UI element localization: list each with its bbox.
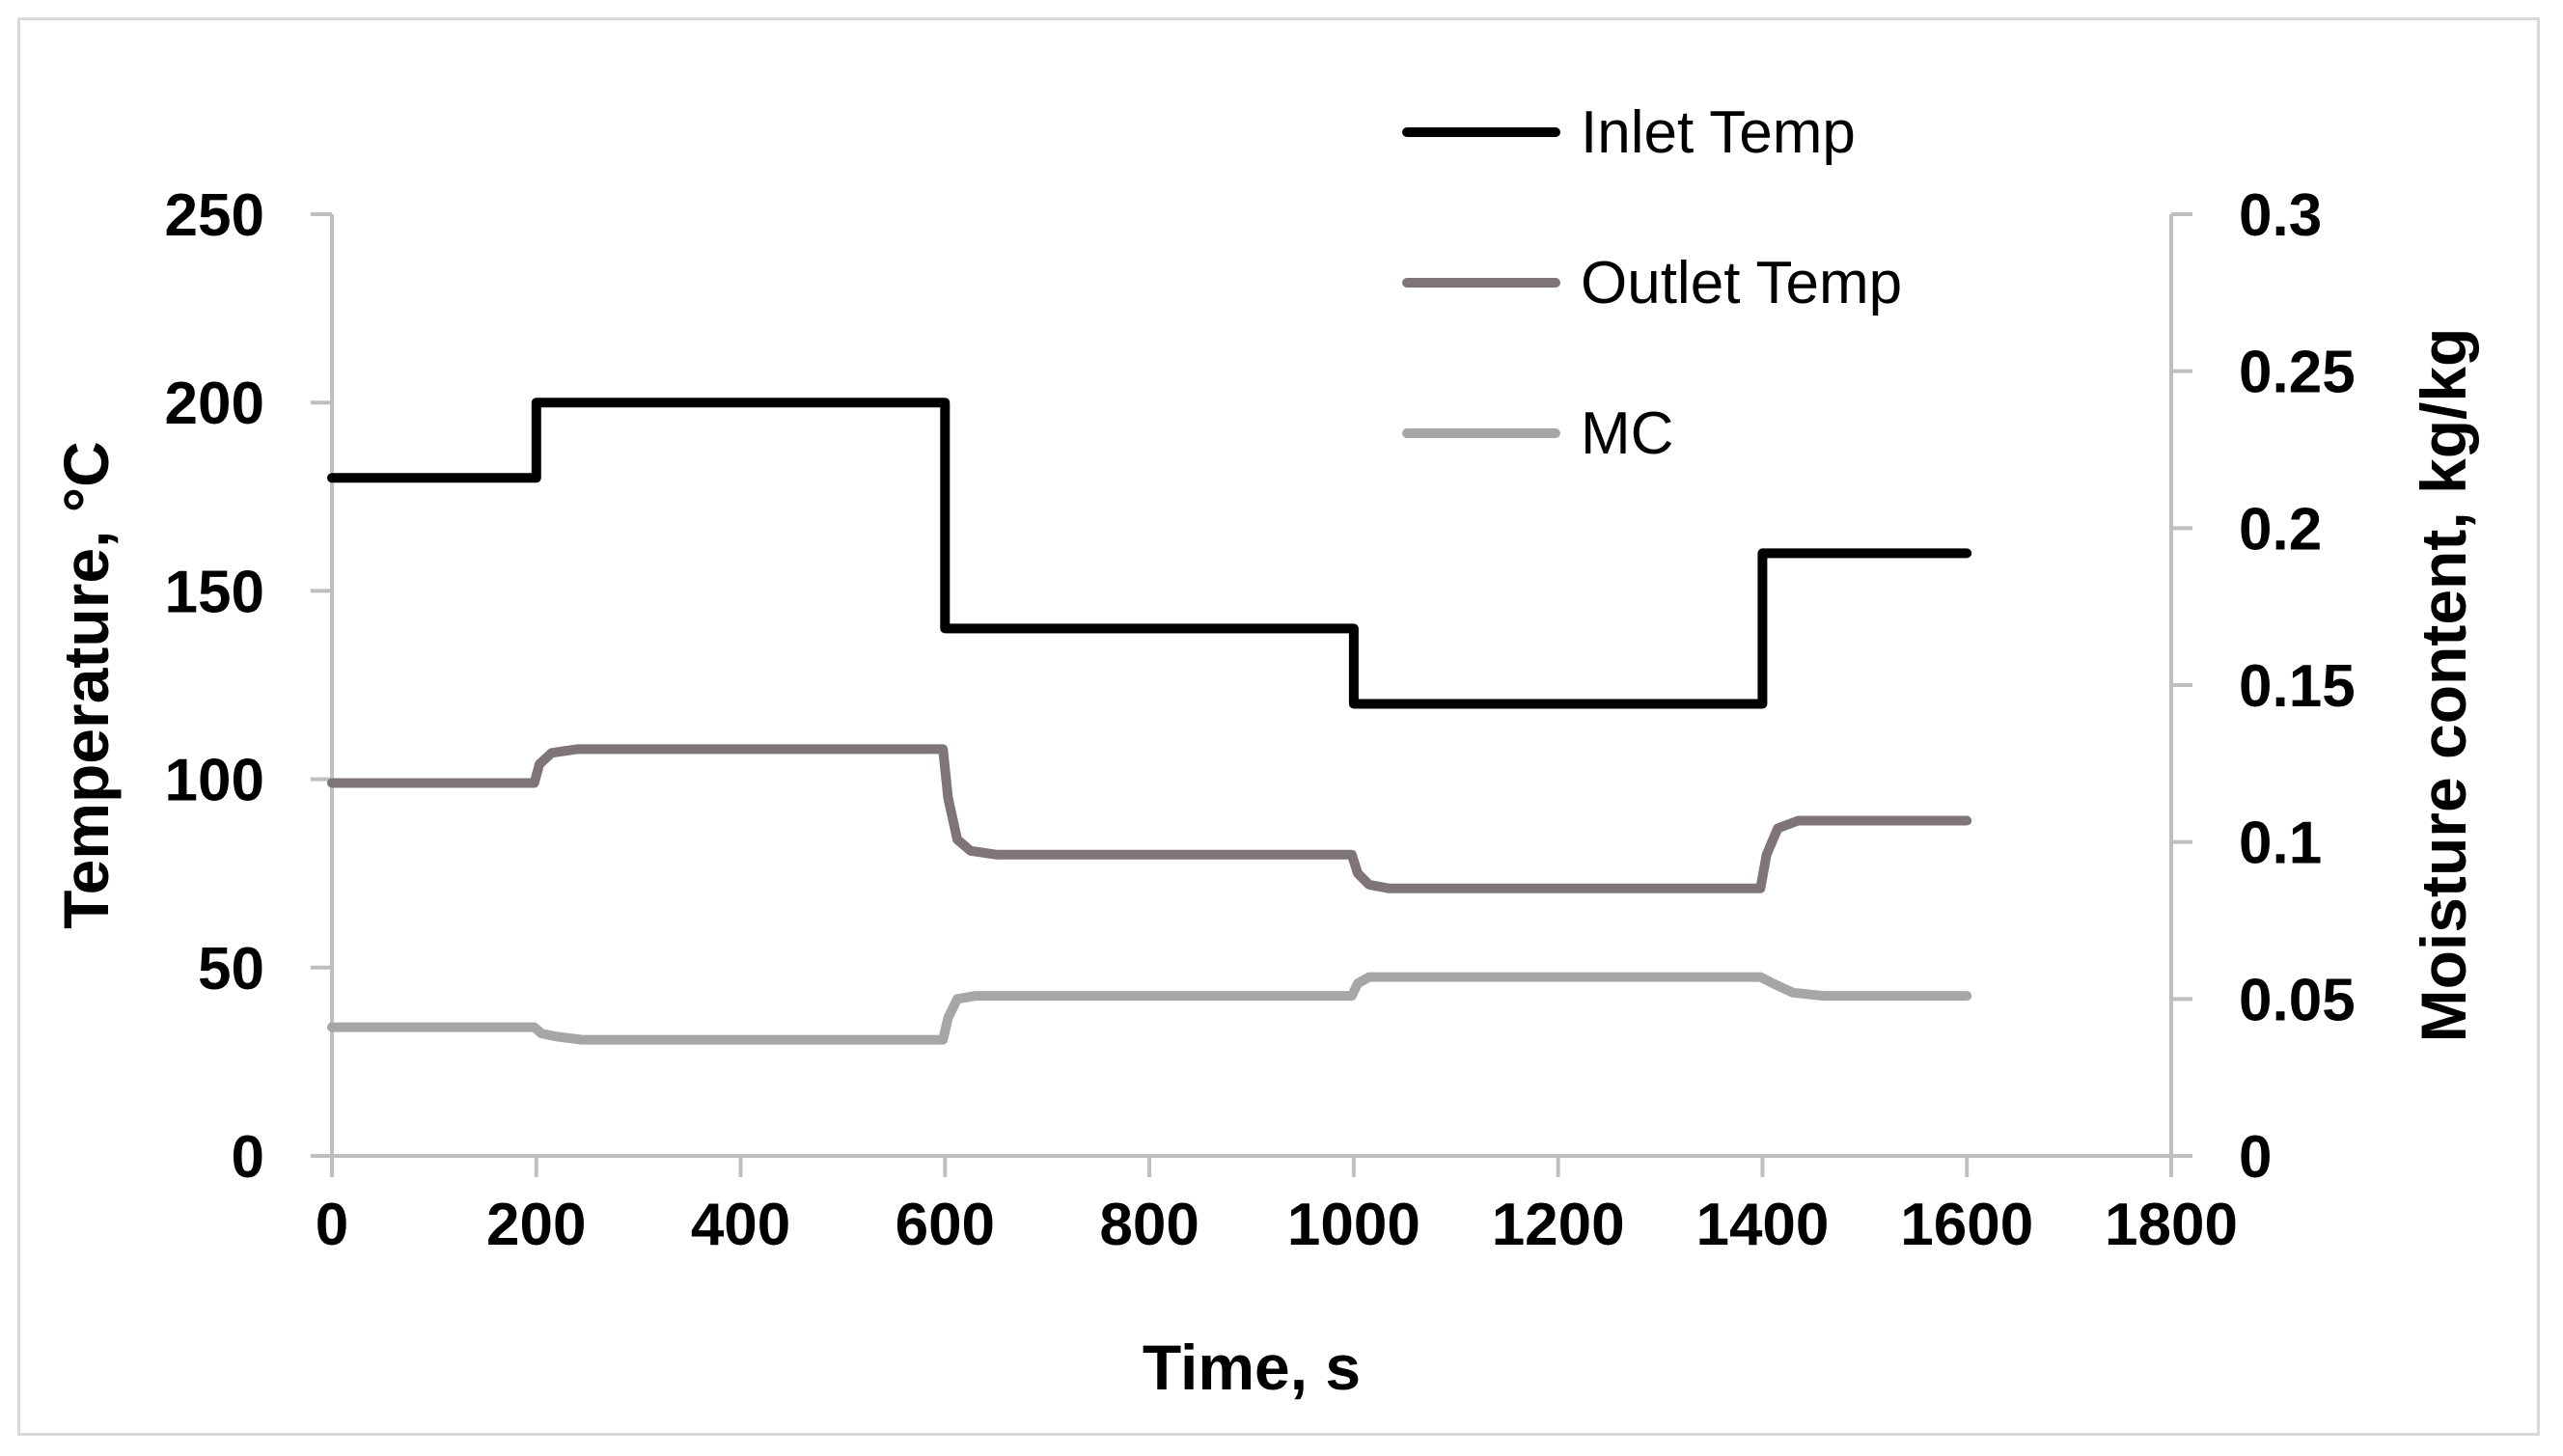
chart-frame (17, 17, 2540, 1436)
x-axis-title: Time, s (1143, 1332, 1361, 1403)
y2-tick-label: 0.15 (2239, 653, 2356, 720)
y2-tick-label: 0.2 (2239, 496, 2322, 563)
series-line-outlet-temp (327, 744, 1972, 893)
x-tick-label: 200 (486, 1192, 586, 1258)
y2-tick-label: 0 (2239, 1124, 2272, 1191)
legend-label-mc: MC (1581, 400, 1673, 467)
x-tick-label: 1400 (1695, 1192, 1829, 1258)
y-ticks: 0 50 100 150 200 250 (165, 182, 332, 1191)
y2-tick-label: 0.3 (2239, 182, 2322, 249)
y-tick-label: 0 (232, 1124, 264, 1191)
legend-item-inlet: Inlet Temp (1402, 99, 1856, 166)
x-ticks: 0 200 400 600 800 1000 1200 1400 1600 1800 (316, 1156, 2238, 1258)
series-group (327, 398, 1972, 1045)
y-tick-label: 200 (165, 371, 264, 437)
legend-item-outlet: Outlet Temp (1402, 250, 1902, 316)
x-tick-label: 600 (896, 1192, 995, 1258)
x-tick-label: 1600 (1900, 1192, 2033, 1258)
legend-item-mc: MC (1402, 400, 1673, 467)
y-axis-left-title: Temperature, °C (50, 441, 122, 929)
axes (330, 214, 2173, 1158)
y-tick-label: 250 (165, 182, 264, 249)
x-tick-label: 400 (691, 1192, 790, 1258)
legend: Inlet Temp Outlet Temp MC (1402, 99, 1902, 467)
series-line-inlet-temp (327, 398, 1972, 709)
x-tick-label: 1000 (1287, 1192, 1420, 1258)
series-line-mc (327, 972, 1972, 1045)
legend-label-inlet: Inlet Temp (1581, 99, 1856, 166)
y2-tick-label: 0.1 (2239, 810, 2322, 877)
y-tick-label: 50 (198, 936, 264, 1003)
x-tick-label: 1200 (1492, 1192, 1625, 1258)
y2-tick-label: 0.25 (2239, 340, 2356, 406)
x-tick-label: 800 (1099, 1192, 1199, 1258)
legend-label-outlet: Outlet Temp (1581, 250, 1902, 316)
y-axis-right-title: Moisture content, kg/kg (2408, 328, 2479, 1043)
y-tick-label: 100 (165, 748, 264, 814)
y2-ticks: 0 0.05 0.1 0.15 0.2 0.25 0.3 (2171, 182, 2356, 1191)
x-tick-label: 0 (316, 1192, 348, 1258)
y2-tick-label: 0.05 (2239, 967, 2356, 1033)
x-tick-label: 1800 (2105, 1192, 2238, 1258)
y-tick-label: 150 (165, 559, 264, 625)
